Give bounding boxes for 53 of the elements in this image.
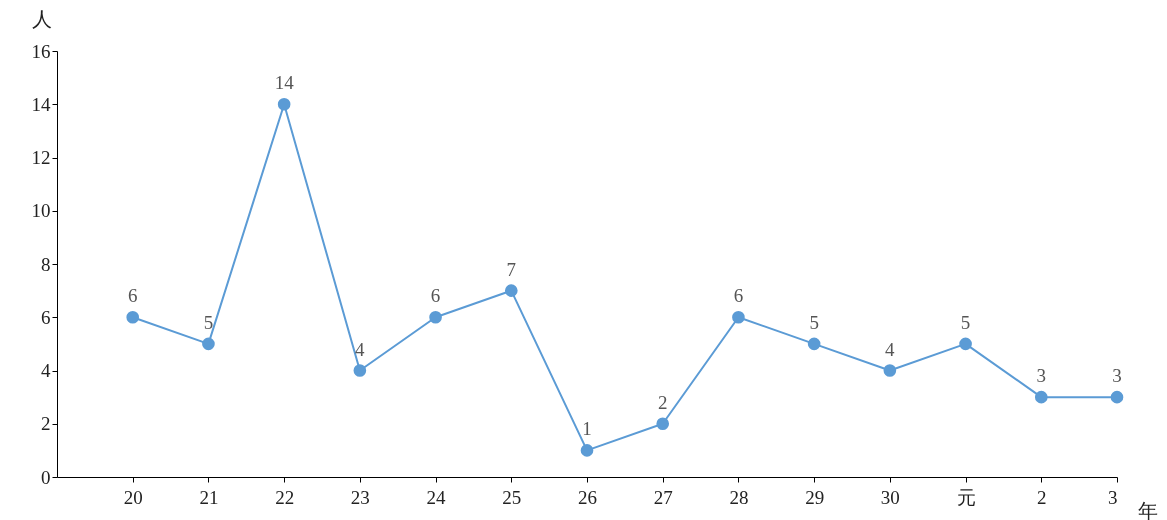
x-tick-label: 2: [1037, 486, 1047, 508]
data-label: 14: [274, 72, 295, 94]
y-tick-label: 8: [41, 253, 51, 275]
point: [202, 337, 215, 351]
data-label: 4: [355, 338, 366, 360]
data-label: 1: [582, 418, 592, 440]
point: [959, 337, 972, 351]
y-tick-label: 6: [41, 306, 51, 328]
point: [126, 310, 140, 324]
data-label: 7: [506, 258, 517, 280]
point: [883, 364, 897, 377]
point: [807, 337, 821, 351]
x-tick-label: 30: [880, 486, 900, 508]
y-tick-label: 0: [41, 466, 51, 488]
data-label: 6: [430, 285, 441, 307]
x-tick-label: 23: [350, 486, 370, 508]
y-tick-label: 2: [41, 413, 51, 435]
point: [1034, 390, 1048, 404]
x-tick-label: 29: [805, 486, 825, 508]
data-label: 6: [127, 285, 138, 307]
point: [504, 284, 518, 297]
point: [732, 310, 745, 324]
y-tick-label: 16: [31, 40, 51, 62]
y-tick-label: 4: [41, 360, 51, 381]
data-label: 3: [1036, 365, 1047, 387]
data-label: 5: [809, 311, 819, 333]
x-tick-label: 3: [1108, 486, 1118, 508]
data-label: 4: [885, 338, 896, 360]
point: [277, 97, 291, 111]
point: [353, 364, 367, 377]
x-tick-label: 20: [123, 486, 143, 508]
x-tick-label: 元: [956, 486, 976, 508]
x-axis-title: 年: [1137, 499, 1158, 520]
point: [1110, 390, 1124, 404]
x-tick-label: 22: [275, 486, 295, 508]
point: [656, 417, 670, 431]
data-label: 3: [1112, 365, 1122, 387]
x-tick-label: 21: [199, 486, 219, 508]
data-label: 2: [657, 391, 668, 413]
point: [580, 444, 594, 457]
y-axis-title: 人: [31, 7, 52, 30]
data-label: 5: [960, 311, 971, 333]
x-tick-label: 28: [729, 486, 749, 508]
data-label: 6: [733, 285, 744, 307]
x-tick-label: 27: [653, 486, 673, 508]
data-label: 5: [203, 311, 214, 333]
x-tick-label: 26: [578, 486, 597, 508]
point: [429, 310, 442, 324]
y-tick-label: 12: [31, 147, 51, 168]
x-tick-label: 25: [502, 486, 522, 508]
y-tick-label: 10: [31, 200, 51, 222]
y-tick-label: 14: [31, 93, 51, 115]
x-tick-label: 24: [426, 486, 447, 508]
